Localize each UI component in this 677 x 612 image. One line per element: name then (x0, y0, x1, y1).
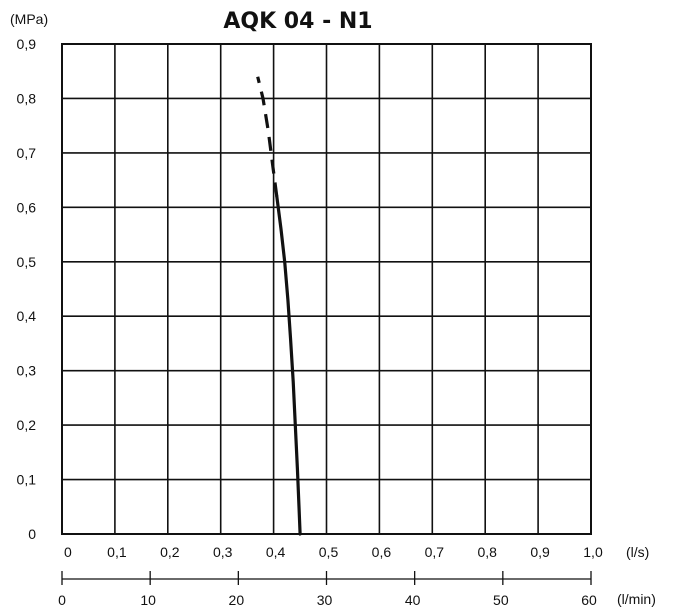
x-tick-label: 0,9 (530, 544, 550, 560)
x2-tick-label: 10 (140, 592, 156, 608)
y-tick-label: 0,6 (17, 199, 37, 215)
plot-frame (61, 43, 592, 535)
x2-tick-label: 50 (493, 592, 509, 608)
secondary-x-axis: 0 10 20 30 40 50 60 (58, 571, 597, 608)
x-tick-label: 0,8 (477, 544, 497, 560)
curve-segment-solid (275, 194, 302, 536)
y-tick-label: 0,5 (17, 254, 37, 270)
y-tick-label: 0,4 (17, 308, 37, 324)
x-tick-label: 0,3 (213, 544, 233, 560)
y-tick-label: 0,8 (17, 90, 37, 106)
x2-tick-label: 20 (229, 592, 245, 608)
y-tick-label: 0,3 (17, 363, 37, 379)
y-tick-label: 0,7 (17, 145, 37, 161)
x2-tick-label: 30 (317, 592, 333, 608)
x-tick-label: 0,7 (425, 544, 445, 560)
x2-tick-label: 40 (405, 592, 421, 608)
x2-tick-label: 0 (58, 592, 66, 608)
x-tick-label: 0,2 (160, 544, 180, 560)
x-tick-label: 0,1 (107, 544, 127, 560)
x-tick-label: 0 (64, 544, 72, 560)
y-tick-label: 0,9 (17, 36, 37, 52)
chart-title: AQK 04 - N1 (223, 9, 372, 34)
flow-curve (256, 76, 302, 536)
x-tick-labels: 0 0,1 0,2 0,3 0,4 0,5 0,6 0,7 0,8 0,9 1,0 (64, 544, 603, 560)
x2-axis-unit: (l/min) (617, 591, 656, 607)
y-tick-label: 0,2 (17, 417, 37, 433)
y-tick-labels: 0 0,1 0,2 0,3 0,4 0,5 0,6 0,7 0,8 0,9 (17, 36, 37, 542)
x-tick-label: 0,4 (266, 544, 286, 560)
x-tick-label: 0,5 (319, 544, 339, 560)
x2-tick-label: 60 (581, 592, 597, 608)
y-tick-label: 0 (28, 526, 36, 542)
grid (61, 43, 592, 535)
x-tick-label: 0,6 (372, 544, 392, 560)
x-tick-label: 1,0 (583, 544, 603, 560)
x-axis-unit: (l/s) (626, 544, 649, 560)
y-tick-label: 0,1 (17, 472, 37, 488)
y-axis-unit: (MPa) (10, 11, 48, 27)
